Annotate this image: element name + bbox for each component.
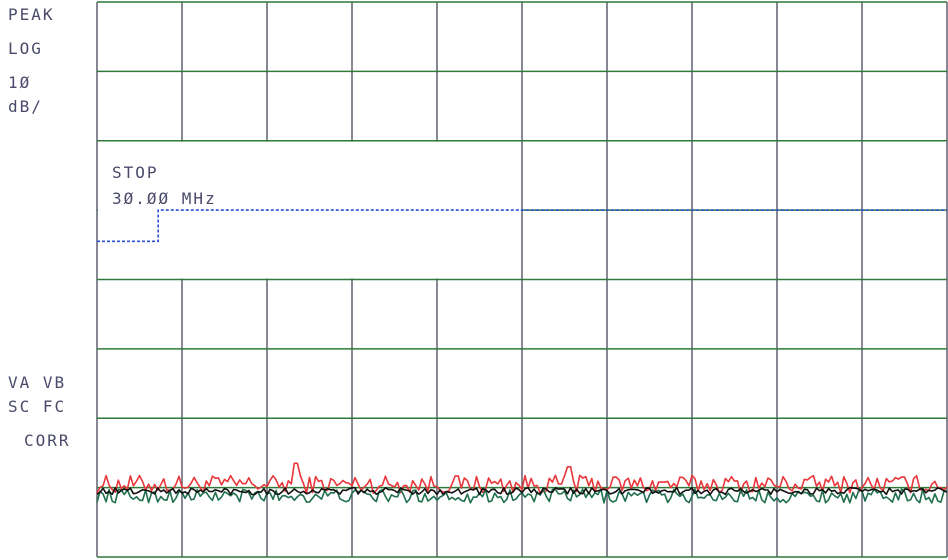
trace-flags-2-label: SC FC <box>8 397 67 416</box>
trace-flags-1-label: VA VB <box>8 373 67 392</box>
scale-label: LOG <box>8 39 43 58</box>
detector-label: PEAK <box>8 5 55 24</box>
marker-label: STOP <box>112 164 163 182</box>
marker-value: 3Ø.ØØ MHz <box>112 190 221 208</box>
correction-label: CORR <box>24 431 71 450</box>
scale-unit-label: dB/ <box>8 97 43 116</box>
trace-line <box>96 486 948 496</box>
scale-value-label: 1Ø <box>8 73 32 92</box>
limit-line <box>97 209 947 243</box>
trace-line <box>96 462 948 495</box>
